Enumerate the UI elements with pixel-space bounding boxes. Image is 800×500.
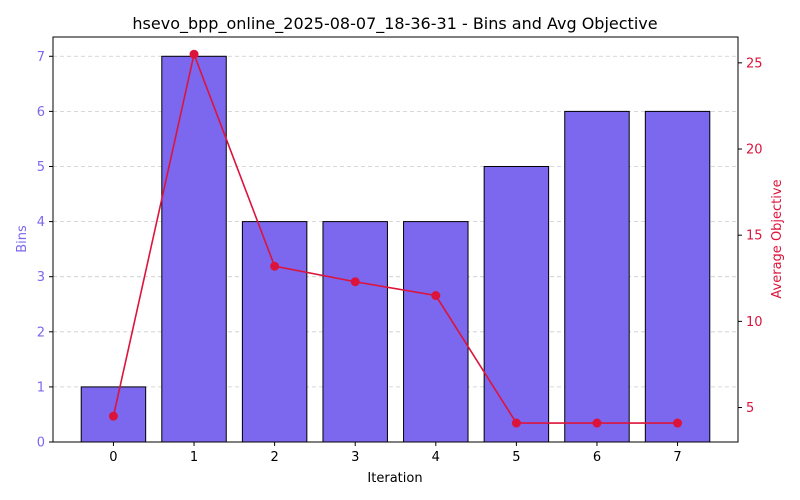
- ticks: 0 1 2 3 4 5 6 7 0 1 2 3 4 5 6 7 5 10 15 20 25: [37, 50, 763, 465]
- axes: [52, 36, 739, 443]
- y-left-tick-label: 3: [37, 270, 45, 285]
- objective-line-path: [112, 51, 678, 424]
- x-axis-label: Iteration: [367, 471, 422, 486]
- y-right-tick-label: 10: [746, 315, 763, 330]
- x-tick-label: 0: [109, 450, 117, 465]
- y-right-tick-label: 20: [746, 143, 763, 158]
- y-left-tick-label: 2: [37, 325, 45, 340]
- y-left-tick-label: 5: [37, 160, 45, 175]
- bar: [161, 55, 227, 443]
- bar: [564, 110, 630, 443]
- bar: [322, 221, 388, 443]
- y-left-tick-label: 0: [37, 436, 45, 451]
- objective-point: [592, 418, 602, 428]
- y-right-tick-label: 15: [746, 229, 763, 244]
- x-tick-label: 2: [270, 450, 278, 465]
- y-right-tick-label: 5: [746, 401, 754, 416]
- objective-point: [108, 411, 118, 421]
- x-tick-label: 3: [351, 450, 359, 465]
- objective-point: [673, 418, 683, 428]
- y-axis-label-left: Bins: [15, 225, 30, 253]
- y-left-tick-label: 4: [37, 215, 45, 230]
- objective-line: [108, 49, 683, 428]
- y-right-tick-label: 25: [746, 56, 763, 71]
- y-left-tick-label: 6: [37, 105, 45, 120]
- y-left-tick-label: 1: [37, 380, 45, 395]
- bar: [644, 110, 711, 443]
- objective-point: [270, 261, 280, 271]
- y-axis-label-right: Average Objective: [770, 179, 785, 298]
- x-tick-label: 6: [593, 450, 601, 465]
- y-left-tick-label: 7: [37, 50, 45, 65]
- x-tick-label: 7: [673, 450, 681, 465]
- x-tick-label: 4: [432, 450, 440, 465]
- chart-title: hsevo_bpp_online_2025-08-07_18-36-31 - B…: [132, 14, 657, 34]
- bar: [483, 165, 550, 443]
- bar: [241, 221, 308, 443]
- objective-point: [431, 291, 441, 301]
- grid: [53, 55, 738, 388]
- plot-frame: [52, 36, 739, 443]
- x-tick-label: 1: [190, 450, 198, 465]
- x-tick-label: 5: [512, 450, 520, 465]
- bars: [80, 55, 711, 443]
- objective-point: [189, 49, 199, 59]
- objective-point: [350, 277, 360, 287]
- objective-point: [511, 418, 521, 428]
